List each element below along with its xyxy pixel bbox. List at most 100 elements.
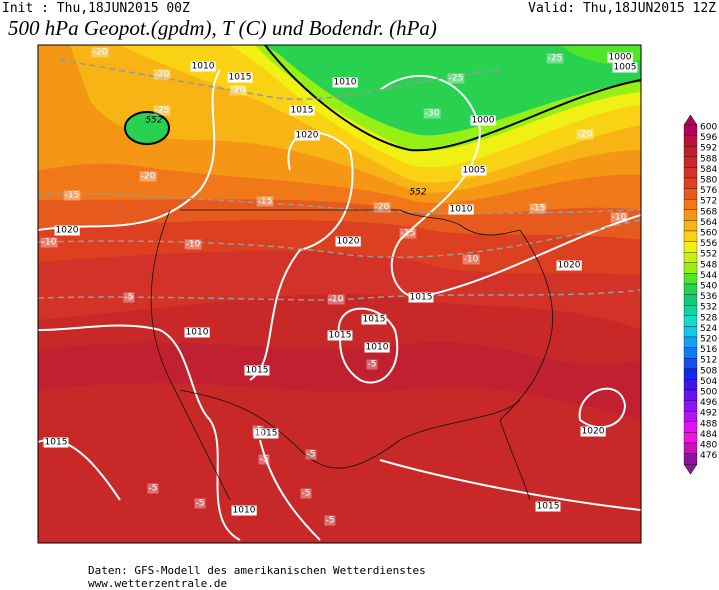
legend-swatch	[683, 358, 698, 369]
isobar	[379, 74, 641, 299]
temperature-label: -25	[548, 54, 563, 64]
pressure-label: 1020	[56, 226, 79, 236]
pressure-label-box	[332, 77, 358, 88]
pressure-label: 1000	[609, 53, 632, 63]
temperature-label-box	[139, 171, 157, 182]
border	[179, 389, 521, 469]
pressure-label-box	[244, 365, 270, 376]
temperature-label: -10	[329, 295, 344, 305]
pressure-label: 1020	[582, 427, 605, 437]
pressure-label: 1015	[45, 438, 68, 448]
legend-label: 556	[700, 239, 717, 249]
temperature-label-box	[194, 498, 206, 509]
legend-swatch	[683, 252, 698, 263]
pressure-label: 1010	[366, 343, 389, 353]
legend-label: 552	[700, 250, 717, 260]
legend-label: 532	[700, 303, 717, 313]
legend-swatch	[683, 146, 698, 157]
cutoff-low	[125, 112, 169, 144]
legend-swatch	[683, 241, 698, 253]
legend-label: 496	[700, 398, 717, 408]
temperature-label: -5	[125, 293, 134, 303]
temperature-label: -10	[42, 238, 57, 248]
temperature-label: -10	[464, 255, 479, 265]
pressure-label-box	[43, 437, 69, 448]
legend-swatch	[683, 167, 698, 179]
isobar	[259, 439, 321, 541]
temperature-label: -5	[302, 489, 311, 499]
isobar	[337, 307, 399, 384]
legend-swatch	[683, 188, 698, 200]
contour-line	[124, 111, 170, 145]
legend-swatch	[683, 411, 698, 422]
legend-swatch	[683, 177, 698, 189]
temperature-label: -15	[531, 204, 546, 214]
temperature-label-box	[546, 53, 564, 64]
map-frame	[37, 44, 642, 544]
legend-label: 524	[700, 324, 717, 334]
pressure-label-box	[556, 260, 582, 271]
legend-label: 596	[700, 133, 717, 143]
pressure-label-box	[461, 165, 487, 176]
temperature-label: -5	[254, 426, 263, 436]
legend-swatch	[683, 347, 698, 359]
temperature-label: -5	[326, 516, 335, 526]
pressure-label-box	[335, 236, 361, 247]
pressure-label-box	[184, 327, 210, 338]
pressure-label-box	[361, 314, 387, 325]
temperature-label-box	[256, 196, 274, 207]
contour-line	[264, 45, 641, 152]
legend-swatch	[683, 262, 698, 274]
legend-swatch	[683, 230, 698, 242]
pressure-label-box	[408, 292, 434, 303]
pressure-label-box	[231, 505, 257, 516]
pressure-label-box	[54, 225, 80, 236]
legend-arrow-top	[683, 114, 698, 126]
legend-label: 564	[700, 218, 717, 228]
temperature-label-box	[447, 73, 465, 84]
legend-swatch	[683, 124, 698, 136]
legend-swatch	[683, 336, 698, 348]
pressure-label: 1000	[472, 116, 495, 126]
temperature-label-box	[147, 483, 159, 494]
temperature-label-box	[252, 425, 264, 436]
temperature-label: -10	[186, 240, 201, 250]
temperature-label: -20	[155, 70, 170, 80]
legend-swatch	[683, 220, 698, 232]
temperature-label: -5	[368, 360, 377, 370]
website: www.wetterzentrale.de	[88, 577, 227, 590]
temperature-label: -5	[196, 499, 205, 509]
border	[180, 209, 521, 236]
temperature-label: -5	[307, 450, 316, 460]
pressure-label: 1020	[558, 261, 581, 271]
legend-label: 520	[700, 335, 717, 345]
isotherm	[38, 192, 641, 215]
temperature-label-box	[153, 105, 171, 116]
temperature-label-box	[373, 202, 391, 213]
temperature-label: -25	[449, 74, 464, 84]
pressure-label-box	[448, 204, 474, 215]
legend-swatch	[683, 326, 698, 338]
legend-label: 540	[700, 282, 717, 292]
legend-label: 568	[700, 207, 717, 217]
pressure-label: 1015	[363, 315, 386, 325]
contour-label: 552	[409, 188, 426, 198]
legend-label: 504	[700, 377, 717, 387]
pressure-label: 1010	[334, 78, 357, 88]
temperature-label: -15	[258, 197, 273, 207]
legend-swatch	[683, 421, 698, 433]
legend-label: 516	[700, 345, 717, 355]
temperature-label: -15	[65, 191, 80, 201]
temperature-label-box	[300, 488, 312, 499]
legend-label: 544	[700, 271, 717, 281]
temperature-label-box	[576, 129, 594, 140]
isobar	[379, 459, 641, 511]
legend-swatch	[683, 379, 698, 391]
pressure-label: 1010	[450, 205, 473, 215]
temperature-label-box	[63, 190, 81, 201]
legend-label: 500	[700, 388, 717, 398]
legend-label: 528	[700, 313, 717, 323]
temp-band	[265, 45, 641, 136]
legend-swatch	[683, 283, 698, 295]
legend-swatch	[683, 305, 698, 316]
